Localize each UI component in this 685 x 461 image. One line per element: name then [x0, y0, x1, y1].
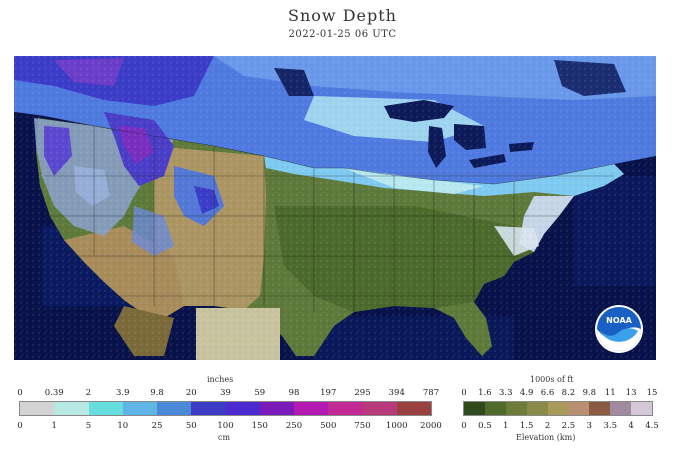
- snow-tick-label: 25: [151, 421, 163, 431]
- elev-legend-unit-top: 1000s of ft: [530, 375, 574, 384]
- elev-swatch: [610, 402, 632, 415]
- map-timestamp: 2022-01-25 06 UTC: [288, 29, 397, 40]
- elev-tick-label: 3.5: [603, 421, 617, 431]
- snow-swatch: [88, 402, 123, 415]
- snow-tick-label: 10: [117, 421, 129, 431]
- elev-swatch: [464, 402, 485, 415]
- elev-tick-label: 9.8: [582, 388, 597, 398]
- snow-swatch: [225, 402, 260, 415]
- snow-tick-label: 39: [220, 388, 231, 398]
- elev-tick-label: 0.5: [478, 421, 492, 431]
- elev-tick-label: 1: [503, 421, 509, 431]
- state-borders: [14, 111, 615, 312]
- elev-tick-label: 4: [628, 421, 634, 431]
- snow-tick-label: 20: [185, 388, 197, 398]
- elev-swatch: [505, 402, 527, 415]
- snow-tick-label: 750: [354, 421, 371, 431]
- elev-tick-label: 13: [625, 388, 637, 398]
- snow-swatch: [328, 402, 363, 415]
- snow-tick-label: 500: [320, 421, 337, 431]
- snow-tick-label: 197: [320, 388, 337, 398]
- elev-tick-label: 3.3: [499, 388, 513, 398]
- elev-legend-unit-bottom: Elevation (km): [516, 433, 576, 442]
- elev-tick-label: 8.2: [561, 388, 576, 398]
- elev-swatch: [547, 402, 569, 415]
- snow-depth-map: [14, 56, 656, 360]
- snow-tick-label: 1: [51, 421, 57, 431]
- snow-tick-label: 295: [354, 388, 371, 398]
- elev-tick-label: 2.5: [561, 421, 576, 431]
- elev-tick-label: 11: [604, 388, 616, 398]
- map-title: Snow Depth: [288, 6, 397, 25]
- elev-swatch: [568, 402, 590, 415]
- snow-swatch: [259, 402, 294, 415]
- elev-tick-label: 15: [646, 388, 658, 398]
- snow-tick-label: 59: [254, 388, 266, 398]
- noaa-logo: NOAA: [594, 304, 644, 354]
- elev-swatch: [589, 402, 611, 415]
- elev-swatch: [484, 402, 506, 415]
- snow-tick-label: 250: [285, 421, 303, 431]
- snow-swatch: [396, 402, 431, 415]
- snow-tick-label: 787: [422, 388, 440, 398]
- noaa-logo-text: NOAA: [606, 316, 632, 325]
- snow-color-bar: [19, 401, 432, 416]
- elevation-color-bar: [463, 401, 653, 416]
- elev-swatch: [631, 402, 653, 415]
- elev-swatch: [526, 402, 548, 415]
- snow-tick-label: 5: [85, 421, 92, 431]
- snow-swatch: [191, 402, 226, 415]
- snow-swatch: [362, 402, 397, 415]
- snow-tick-label: 0: [17, 421, 23, 431]
- elev-tick-label: 6.6: [540, 388, 555, 398]
- snow-tick-label: 2: [85, 388, 92, 398]
- snow-swatch: [157, 402, 192, 415]
- snow-tick-label: 100: [217, 421, 234, 431]
- snow-tick-label: 150: [251, 421, 268, 431]
- snow-swatch: [20, 402, 55, 415]
- snow-tick-label: 3.9: [115, 388, 130, 398]
- snow-tick-label: 9.8: [150, 388, 164, 398]
- elev-tick-label: 0: [461, 388, 467, 398]
- snow-swatch: [294, 402, 329, 415]
- snow-tick-label: 0: [17, 388, 23, 398]
- elev-tick-label: 2: [544, 421, 551, 431]
- elev-tick-label: 1.6: [478, 388, 492, 398]
- snow-tick-label: 98: [288, 388, 300, 398]
- elev-tick-label: 1.5: [519, 421, 534, 431]
- snow-legend-unit-top: inches: [207, 375, 234, 384]
- elev-tick-label: 0: [461, 421, 467, 431]
- elev-tick-label: 4.5: [645, 421, 659, 431]
- snow-swatch: [122, 402, 157, 415]
- snow-legend-unit-bottom: cm: [218, 433, 231, 442]
- snow-tick-label: 0.39: [44, 388, 64, 398]
- elev-tick-label: 4.9: [519, 388, 534, 398]
- snow-tick-label: 1000: [385, 421, 408, 431]
- snow-tick-label: 394: [388, 388, 405, 398]
- snow-swatch: [54, 402, 89, 415]
- elev-tick-label: 3: [586, 421, 593, 431]
- snow-tick-label: 50: [185, 421, 197, 431]
- snow-tick-label: 2000: [420, 421, 442, 431]
